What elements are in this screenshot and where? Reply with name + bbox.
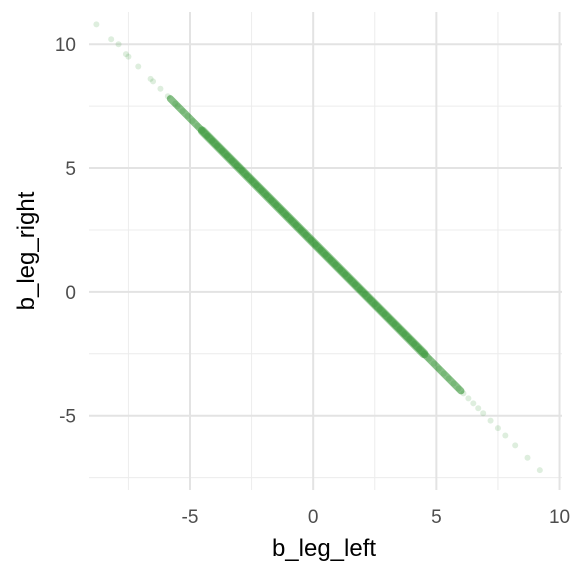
x-axis-title: b_leg_left (272, 535, 376, 562)
y-axis-title: b_leg_right (13, 191, 40, 310)
x-tick-label: -5 (182, 507, 199, 528)
x-tick-label: 5 (431, 507, 442, 528)
y-tick-label: 0 (65, 283, 76, 304)
major-grid (89, 12, 562, 490)
x-axis-tick-labels: -5 0 5 10 (182, 507, 571, 528)
scatter-point (157, 85, 164, 92)
scatter-point (150, 78, 157, 85)
scatter-point (524, 454, 531, 461)
y-axis-tick-labels: -5 0 5 10 (55, 35, 76, 428)
dense-point-band (166, 95, 465, 395)
scatter-point (125, 53, 132, 60)
scatter-point (108, 36, 115, 43)
scatter-point (93, 21, 100, 28)
x-tick-label: 10 (549, 507, 570, 528)
y-tick-label: 5 (65, 159, 76, 180)
scatter-point (494, 425, 501, 432)
y-tick-label: -5 (59, 407, 76, 428)
data-points (93, 21, 543, 474)
scatter-point (487, 417, 494, 424)
minor-grid (89, 12, 562, 490)
y-tick-label: 10 (55, 35, 76, 56)
scatter-point (122, 51, 129, 58)
scatter-point (465, 395, 472, 402)
scatter-point (135, 63, 142, 70)
scatter-point (536, 467, 543, 474)
scatter-point (512, 442, 519, 449)
scatter-point (475, 405, 482, 412)
scatter-point (480, 410, 487, 417)
dense-point-core (197, 126, 429, 359)
scatter-point (502, 432, 509, 439)
scatter-point (147, 75, 154, 82)
scatter-point (470, 400, 477, 407)
x-tick-label: 0 (308, 507, 319, 528)
scatter-point (115, 41, 122, 48)
